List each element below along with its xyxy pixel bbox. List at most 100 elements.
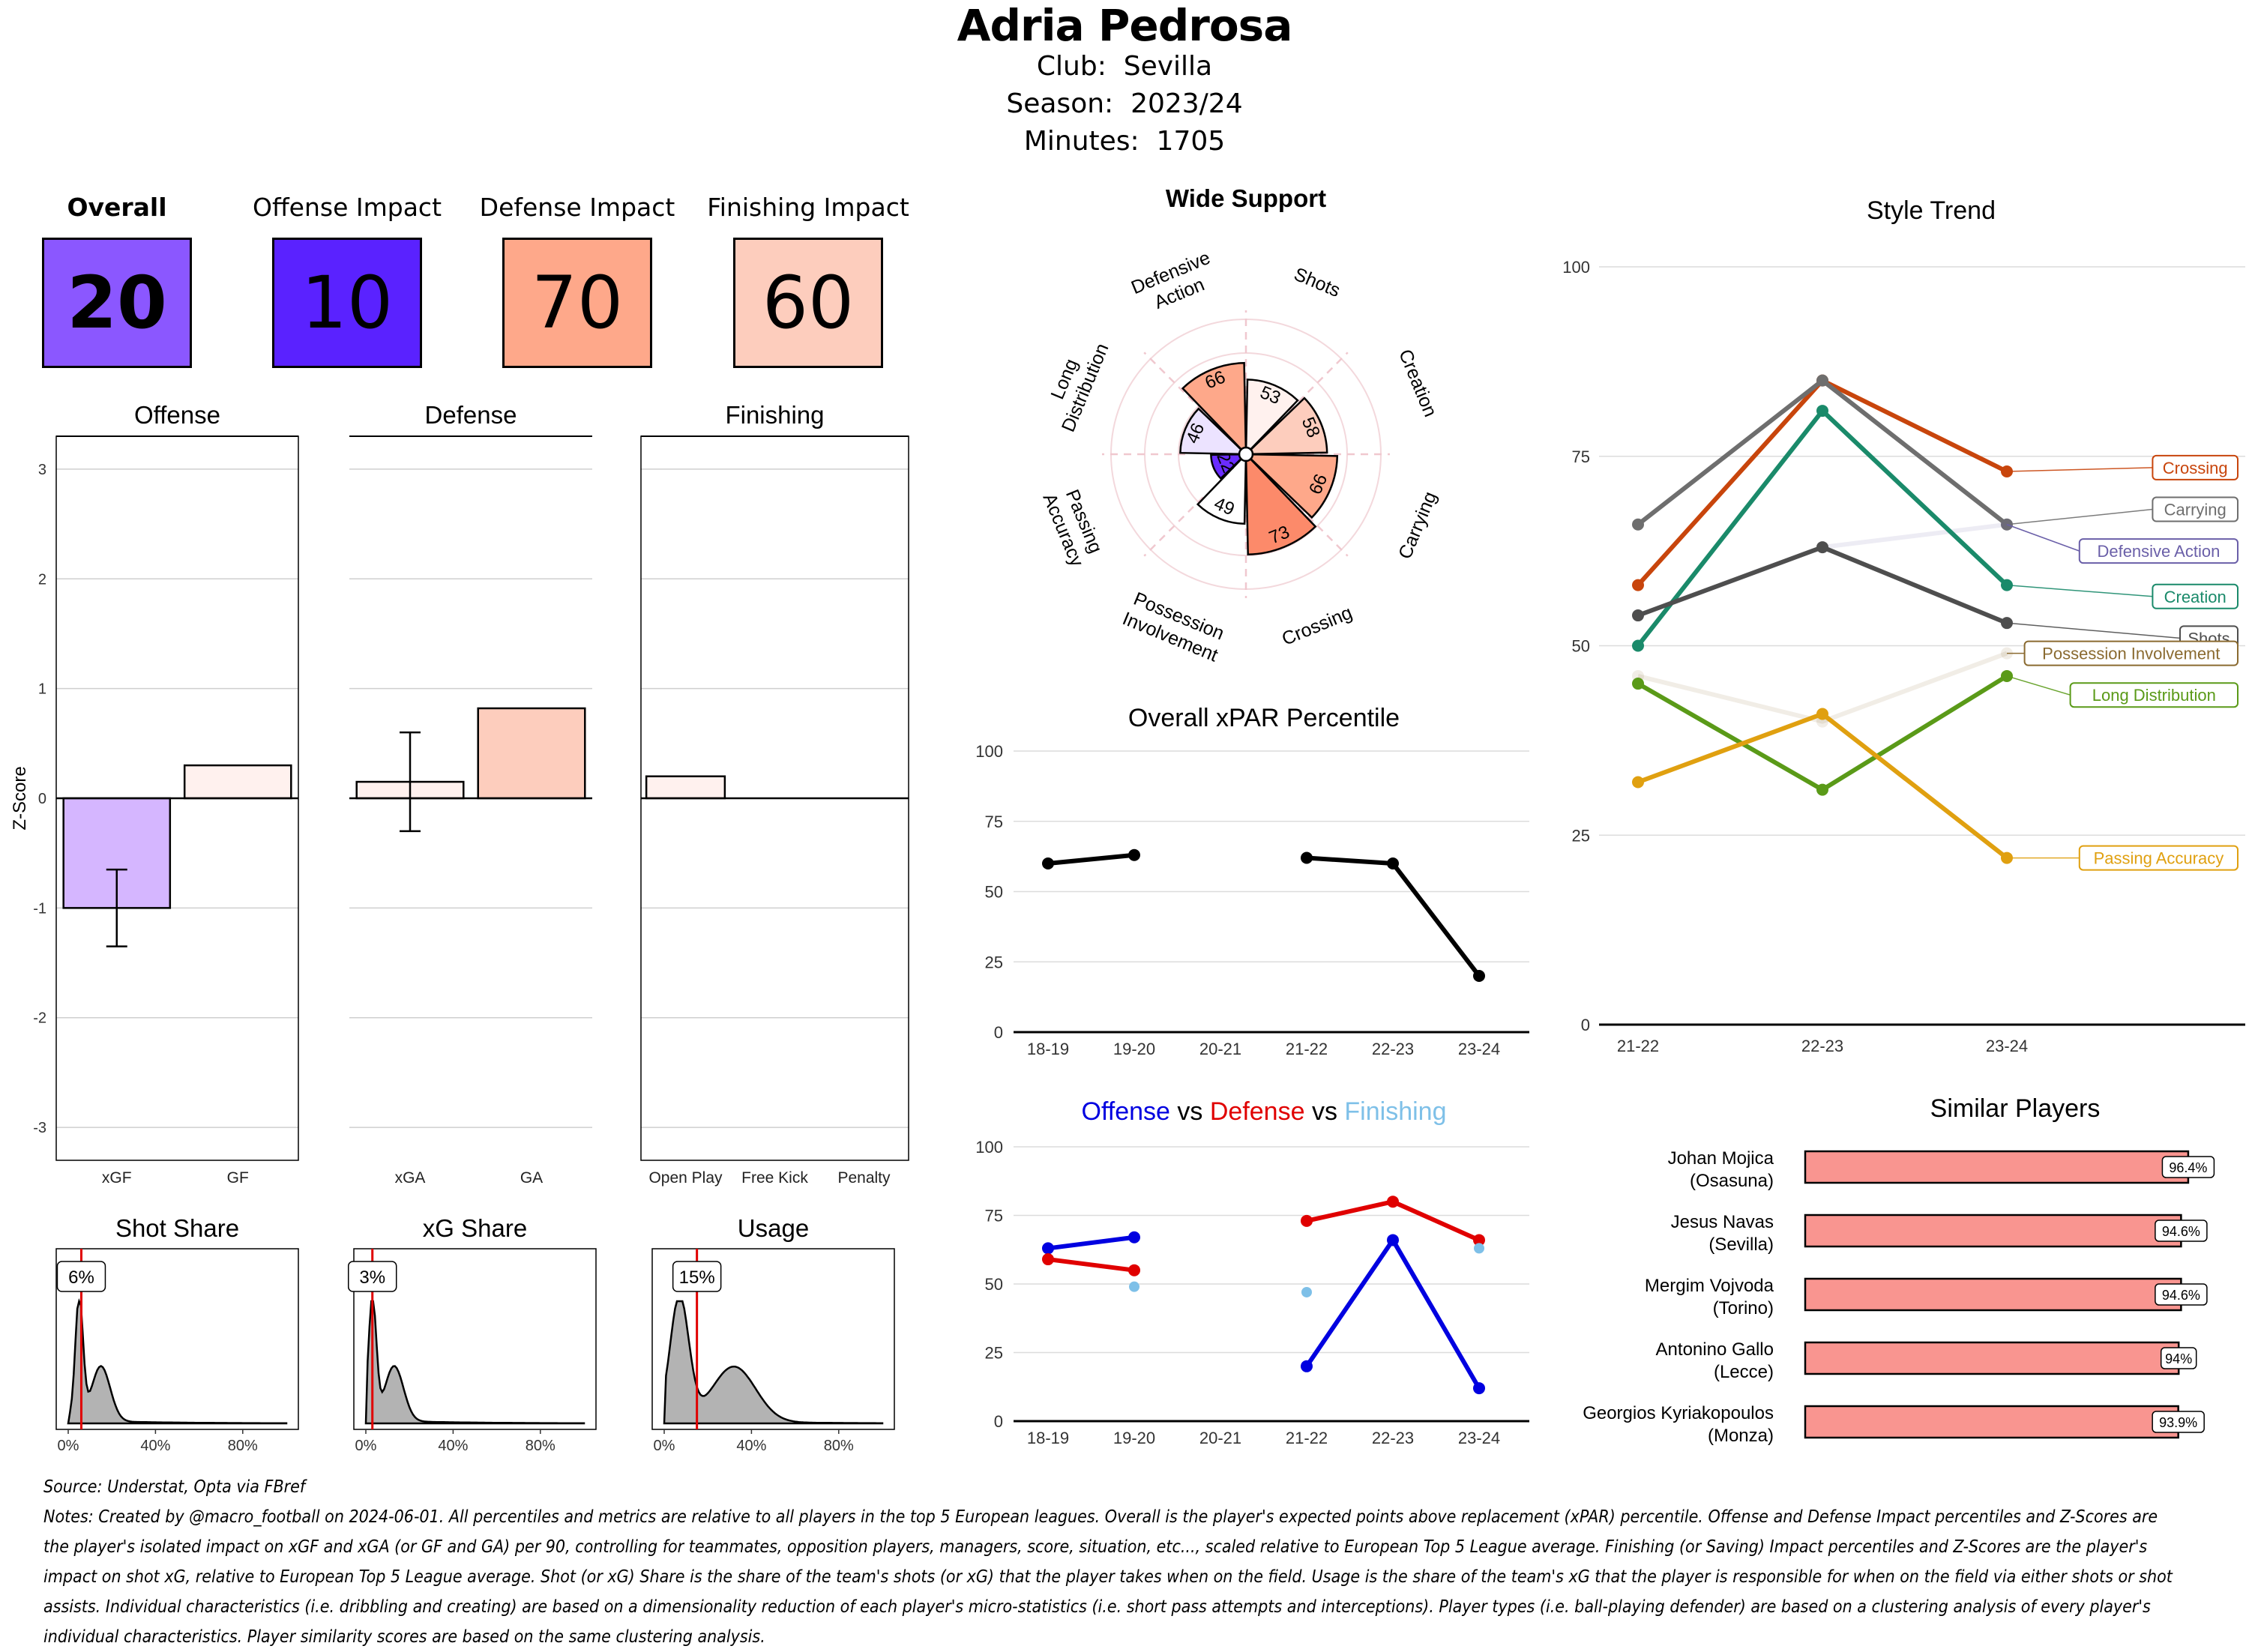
radar-bar — [1179, 407, 1243, 456]
kpi-offense-value: 10 — [272, 238, 422, 368]
ovd-chart-point — [1387, 1196, 1399, 1208]
density-value-box — [347, 1261, 397, 1292]
radar-bar — [1244, 379, 1299, 451]
style-series-label: Defensive Action — [2097, 542, 2220, 561]
kpi-finishing-label: Finishing Impact — [707, 193, 909, 222]
zscore-panel-offense: Offense xGF GF — [55, 401, 299, 1187]
ovd-title-part: Defense — [1202, 1097, 1304, 1126]
density-xtick: 0% — [58, 1438, 79, 1454]
zscore-ytick: -3 — [33, 1120, 46, 1136]
style-point — [1816, 783, 1828, 796]
kpi-overall-value: 20 — [42, 238, 192, 368]
radar-title: Wide Support — [1166, 184, 1326, 212]
density-xtick: 0% — [654, 1438, 675, 1454]
xpar-chart-series-line — [1047, 852, 1135, 866]
xpar-chart-ytick: 25 — [985, 953, 1003, 971]
similar-value-label: 94.6% — [2162, 1288, 2200, 1303]
ovd-chart-ytick: 75 — [985, 1207, 1003, 1226]
density-xtick: 80% — [228, 1438, 258, 1454]
xpar-chart-xtick: 22-23 — [1372, 1040, 1414, 1058]
style-label-leader — [2006, 675, 2071, 696]
density-panel: xG Share 3% 0% 40% 80% — [347, 1214, 597, 1454]
radar-category-line: Creation — [1394, 346, 1441, 420]
similar-player-club: (Monza) — [1708, 1426, 1774, 1446]
style-point — [1632, 518, 1644, 531]
ovd-chart-point — [1042, 1253, 1054, 1266]
similar-player-name: Georgios Kyriakopoulos — [1583, 1403, 1774, 1423]
similar-title: Similar Players — [1930, 1094, 2101, 1123]
style-xtick: 21-22 — [1617, 1037, 1659, 1055]
minutes-value: 1705 — [1156, 126, 1226, 157]
similar-value-label: 93.9% — [2159, 1415, 2197, 1430]
xpar-chart-xtick: 21-22 — [1286, 1040, 1328, 1058]
density-area — [364, 1300, 585, 1425]
similar-bar — [1804, 1277, 2182, 1312]
ovd-chart-point — [1128, 1231, 1140, 1243]
similar-value-box — [2155, 1283, 2208, 1306]
zscore-xtick: Free Kick — [741, 1169, 808, 1187]
ovd-chart-xtick: 20-21 — [1199, 1429, 1241, 1447]
style-label-leader — [2006, 524, 2080, 552]
style-series-label: Long Distribution — [2092, 686, 2216, 705]
similar-player-name: Antonino Gallo — [1656, 1339, 1774, 1360]
radar-bar — [1181, 361, 1247, 451]
radar-bar — [1249, 453, 1339, 519]
radar-bar — [1249, 397, 1328, 456]
similar-player-name: Johan Mojica — [1668, 1148, 1774, 1169]
density-xtick: 40% — [438, 1438, 468, 1454]
ovd-chart-xtick: 23-24 — [1458, 1429, 1500, 1447]
xpar-chart-ytick: 0 — [994, 1023, 1003, 1042]
radar-category-line: Carrying — [1394, 489, 1441, 562]
zscore-panel-finishing: Finishing Open Play Free Kick Penalty — [640, 401, 909, 1187]
density-xtick: 0% — [355, 1438, 377, 1454]
style-series-line — [1637, 378, 2008, 527]
style-series-label: Crossing — [2163, 459, 2228, 477]
ovd-chart-point — [1301, 1360, 1313, 1372]
radar-category-label: DefensiveAction — [1128, 247, 1222, 319]
zscore-ytick: 3 — [38, 462, 46, 478]
source-note: Source: Understat, Opta via FBref — [43, 1477, 306, 1497]
radar-bar — [1244, 457, 1317, 556]
minutes-line: Minutes: 1705 — [0, 126, 2249, 157]
zscore-panel-title: Offense — [134, 401, 220, 429]
xpar-chart-ytick: 100 — [975, 742, 1003, 761]
similar-value-box — [2161, 1156, 2215, 1178]
radar-bar — [1196, 457, 1247, 525]
radar-bar — [1210, 453, 1243, 480]
ovd-chart-xtick: 22-23 — [1372, 1429, 1414, 1447]
kpi-defense-label: Defense Impact — [479, 193, 675, 222]
ovd-chart-series-line — [1047, 1257, 1135, 1273]
kpi-offense-label: Offense Impact — [252, 193, 442, 222]
similar-value-box — [2160, 1347, 2197, 1369]
similar-value-box — [2155, 1220, 2208, 1242]
style-chart: Style Trend 0 25 50 75 100 21-22 22-23 23-24 Cros… — [1562, 196, 2245, 1055]
density-xtick: 40% — [736, 1438, 766, 1454]
zscore-panel-title: Defense — [425, 401, 517, 429]
zscore-xtick: Penalty — [837, 1169, 891, 1187]
zscore-ytick: 0 — [38, 791, 46, 807]
style-ytick: 50 — [1572, 637, 1590, 656]
style-ytick: 0 — [1581, 1016, 1590, 1034]
club-line: Club: Sevilla — [0, 51, 2249, 82]
zscore-panel-defense: Defense xGA GA — [349, 401, 592, 1187]
radar-category-label: Crossing — [1279, 602, 1355, 650]
style-label-leader — [2006, 467, 2153, 472]
minutes-label: Minutes: — [1023, 126, 1139, 157]
ovd-chart-point — [1474, 1243, 1484, 1254]
style-series-line — [1637, 651, 2008, 724]
ovd-title-part: vs — [1170, 1097, 1202, 1126]
style-label-box — [2152, 583, 2239, 609]
style-label-leader — [2006, 508, 2153, 525]
style-point — [1632, 579, 1644, 591]
ovd-title: Offense vs Defense vs Finishing — [1082, 1097, 1447, 1126]
ovd-chart-series-line — [1304, 1238, 1481, 1390]
xpar-chart-xtick: 20-21 — [1199, 1040, 1241, 1058]
density-value-label: 15% — [679, 1267, 715, 1288]
ovd-chart-point — [1473, 1382, 1485, 1395]
density-area — [663, 1300, 884, 1425]
ovd-chart-point — [1042, 1242, 1054, 1255]
density-title: Shot Share — [115, 1214, 239, 1242]
style-xtick: 23-24 — [1986, 1037, 2028, 1055]
style-point — [1816, 374, 1828, 387]
